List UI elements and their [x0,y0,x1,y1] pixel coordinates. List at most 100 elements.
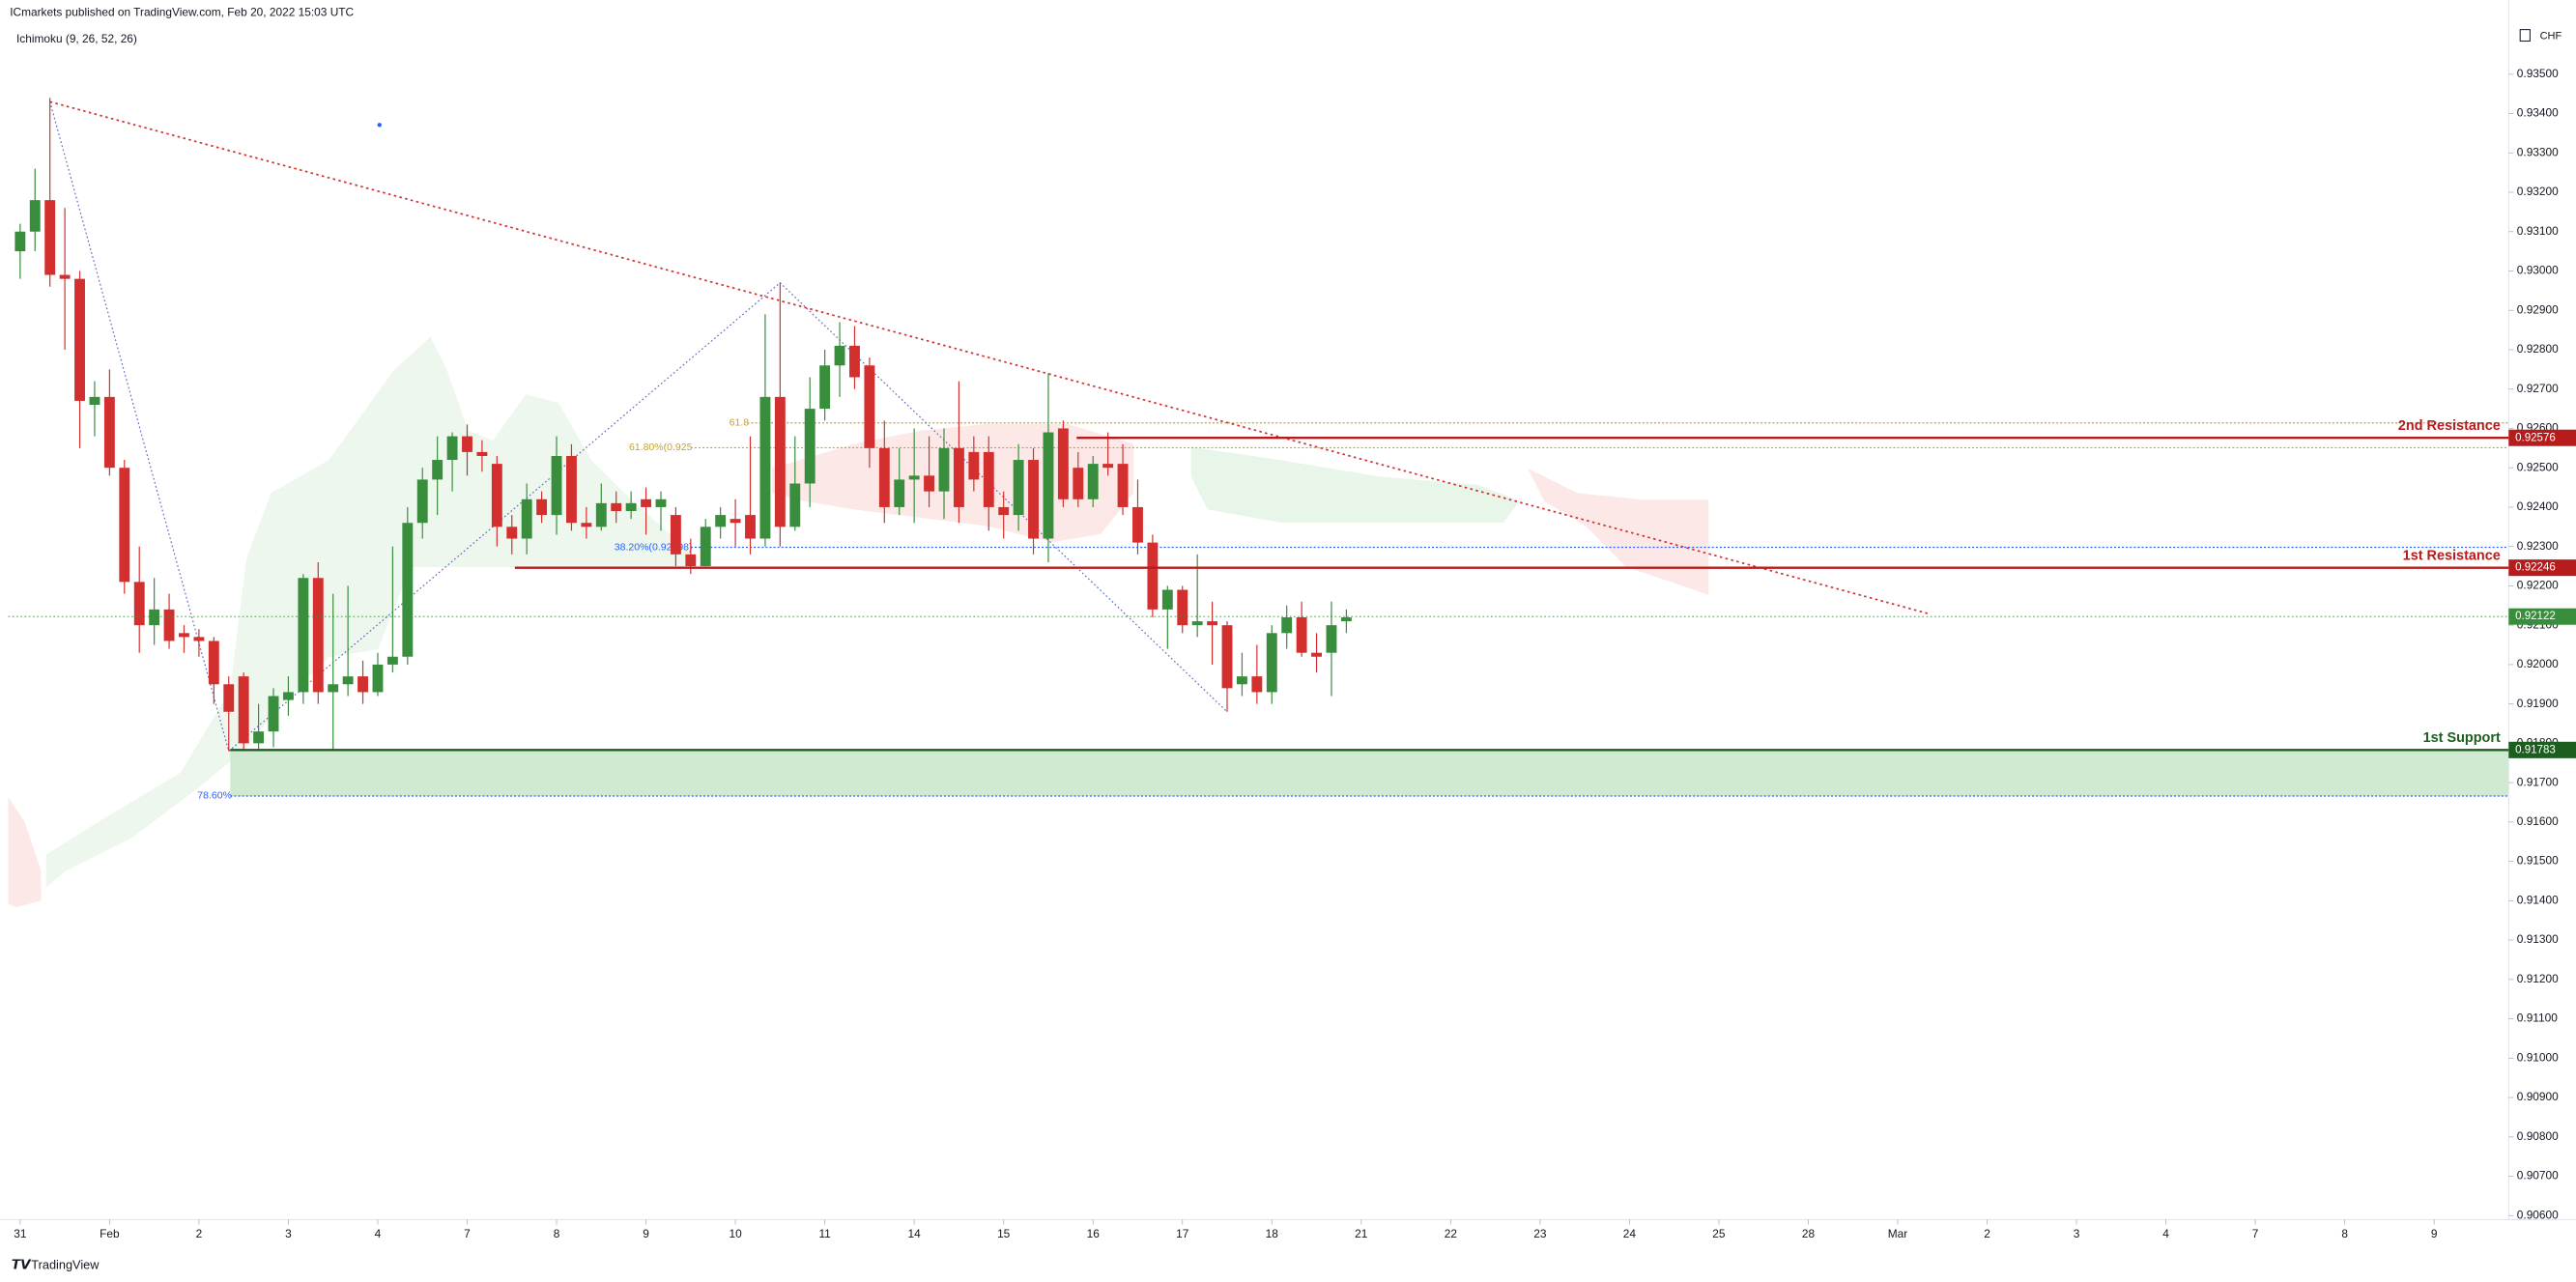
candle-body [1251,676,1263,693]
candle-body [1132,506,1143,543]
y-tick-label: 0.90800 [2517,1129,2559,1143]
x-tick-label: 9 [643,1227,649,1240]
candle-body [1191,621,1203,626]
cloud-bearish [1528,468,1709,595]
candle-body [386,656,398,665]
level-label: 2nd Resistance [2398,418,2501,434]
x-tick-label: Mar [1888,1227,1908,1240]
x-tick-label: 18 [1266,1227,1279,1240]
candle-body [819,365,831,410]
x-tick-label: 23 [1533,1227,1547,1240]
x-tick-label: 25 [1712,1227,1726,1240]
candle-body [119,468,130,583]
candle-body [759,396,771,539]
y-tick-label: 0.93100 [2517,224,2559,238]
candle-body [789,483,801,527]
y-tick-label: 0.93300 [2517,145,2559,158]
candle-body [878,447,890,507]
candle-body [1087,464,1099,499]
indicator-legend[interactable]: Ichimoku (9, 26, 52, 26) [16,32,137,45]
overlay: 2nd Resistance 0.92576 1st Resistance 0.922… [8,418,2576,758]
candle-body [774,396,786,527]
y-tick-label: 0.92400 [2517,499,2559,513]
level-label: 1st Support [2423,730,2501,746]
candle-body [611,502,622,512]
candle-body [908,475,920,480]
candle-body [581,523,592,527]
x-tick-label: 21 [1355,1227,1368,1240]
candle-body [1043,432,1054,539]
x-tick-label: 8 [554,1227,560,1240]
fib-label: 61.8 [730,417,750,429]
cloud-bullish [45,336,691,888]
candle-body [1013,460,1024,516]
x-tick-label: 10 [729,1227,742,1240]
y-tick-label: 0.91700 [2517,775,2559,788]
candle-body [462,436,472,452]
candle-body [432,460,444,480]
x-tick-label: 2 [196,1227,203,1240]
candle-body [74,278,85,401]
trendline [49,100,1929,614]
y-tick-label: 0.92300 [2517,539,2559,553]
candle-body [179,633,189,638]
y-tick-label: 0.93500 [2517,67,2559,80]
candle-body [1266,633,1277,693]
candle-body [1207,621,1218,626]
x-tick-label: 31 [14,1227,27,1240]
price-badge-label: 0.92576 [2515,432,2556,443]
y-tick-label: 0.92000 [2517,657,2559,670]
y-tick-label: 0.91600 [2517,814,2559,828]
candle-body [998,506,1010,516]
candle-body [506,527,518,539]
fib-label: 61.80%(0.925 [629,442,693,453]
candle-body [625,502,637,512]
candle-body [521,499,532,539]
y-tick-label: 0.93000 [2517,264,2559,277]
x-tick-label: Feb [100,1227,120,1240]
cloud-bullish [1190,446,1520,524]
candle-body [103,396,115,469]
candle-body [193,637,205,641]
candle-body [149,609,160,626]
price-badge-label: 0.91783 [2515,744,2556,755]
candle-body [491,464,502,527]
candle-body [446,436,458,461]
candle-body [402,523,414,657]
candle-body [208,641,219,685]
candle-body [700,527,711,567]
candle-body [745,515,756,539]
cloud-bearish [8,797,42,908]
level-label: 1st Resistance [2403,549,2501,564]
support-zone [230,750,2509,796]
candle-body [1311,652,1322,657]
candle-body [163,609,175,641]
x-tick-label: 17 [1176,1227,1189,1240]
candle-body [133,582,145,626]
candle-body [566,455,577,524]
currency: CHF [2540,30,2562,42]
candle-body [670,515,681,555]
x-tick-label: 7 [464,1227,471,1240]
candle-body [641,499,651,507]
y-tick-label: 0.91100 [2517,1011,2558,1025]
y-tick-label: 0.92700 [2517,382,2559,395]
candle-body [312,578,324,693]
candle-body [1028,460,1039,539]
x-tick-label: 16 [1087,1227,1101,1240]
candle-body [416,479,428,524]
fib-label: 78.60% [197,790,232,802]
x-tick-label: 24 [1623,1227,1637,1240]
x-tick-label: 7 [2252,1227,2259,1240]
x-tick-label: 8 [2341,1227,2348,1240]
candle-body [1221,625,1233,689]
price-badge [2508,608,2576,625]
y-tick-label: 0.92200 [2517,579,2559,592]
x-tick-label: 4 [2162,1227,2169,1240]
x-tick-label: 4 [375,1227,382,1240]
candle-body [342,676,354,685]
candle-body [1340,617,1352,622]
candle-body [938,447,950,492]
